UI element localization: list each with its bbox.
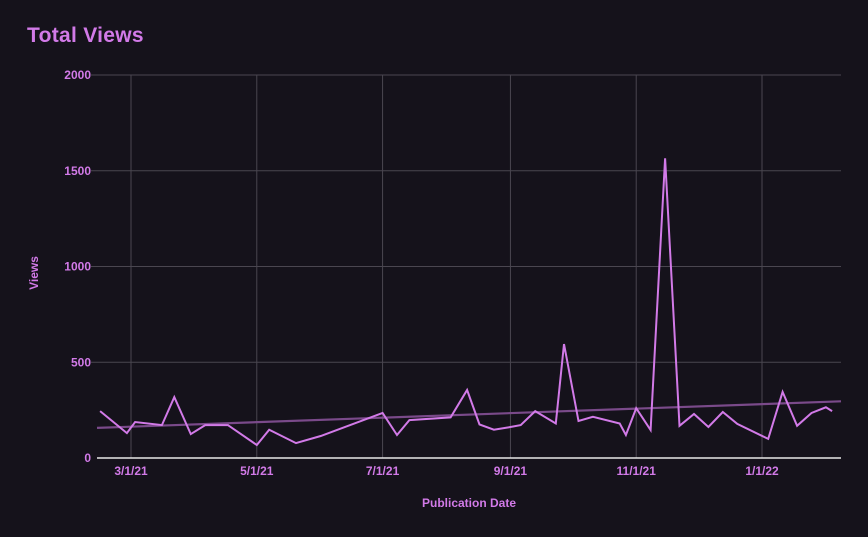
y-axis-ticks: 0 500 1000 1500 2000 — [64, 68, 91, 465]
y-tick-label: 1500 — [64, 164, 91, 178]
x-tick-label: 5/1/21 — [240, 464, 274, 478]
x-tick-label: 1/1/22 — [745, 464, 779, 478]
y-axis-label: Views — [27, 256, 41, 290]
x-axis-label: Publication Date — [422, 496, 516, 510]
chart-title: Total Views — [27, 24, 144, 47]
views-series-line — [99, 158, 833, 447]
gridlines — [91, 74, 841, 458]
y-tick-label: 1000 — [64, 260, 91, 274]
y-tick-label: 500 — [71, 355, 91, 369]
x-tick-label: 11/1/21 — [617, 464, 657, 478]
y-tick-label: 2000 — [64, 68, 91, 82]
trend-line — [96, 400, 842, 429]
x-tick-label: 3/1/21 — [114, 464, 148, 478]
x-tick-label: 7/1/21 — [366, 464, 400, 478]
x-tick-label: 9/1/21 — [494, 464, 528, 478]
y-tick-label: 0 — [84, 451, 91, 465]
x-axis-ticks: 3/1/21 5/1/21 7/1/21 9/1/21 11/1/21 1/1/22 — [114, 464, 779, 478]
